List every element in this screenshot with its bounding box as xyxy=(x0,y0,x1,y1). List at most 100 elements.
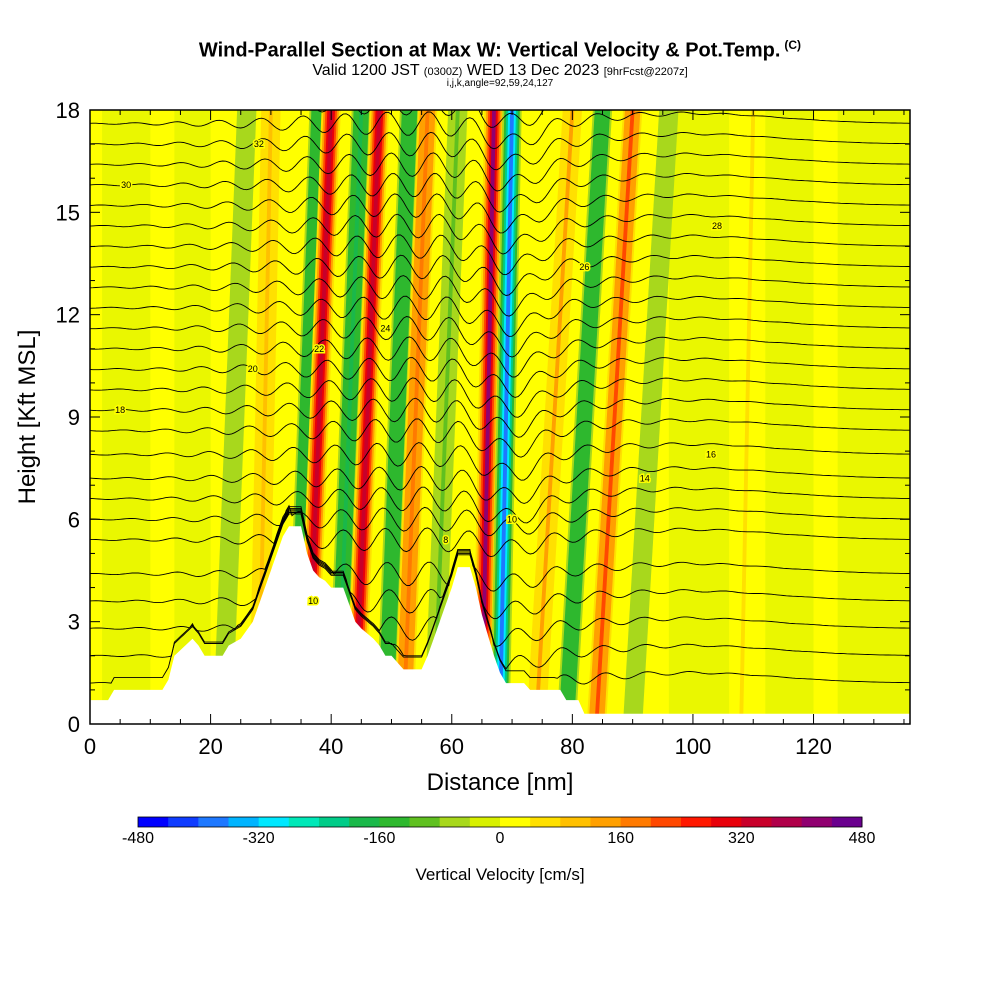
theta-contour-4 xyxy=(90,507,910,592)
forecast-info: [9hrFcst@2207z] xyxy=(603,66,688,78)
colorbar-frame xyxy=(137,816,863,828)
y-tick-label: 0 xyxy=(68,712,80,737)
colorbar-swatch-11 xyxy=(469,817,501,827)
colorbar-swatch-16 xyxy=(620,817,652,827)
y-tick-label: 9 xyxy=(68,405,80,430)
bg-column-2 xyxy=(668,110,730,724)
colorbar-tick-label: 320 xyxy=(728,830,755,847)
colorbar-tick-label: 480 xyxy=(849,830,876,847)
colorbar-swatch-23 xyxy=(831,817,863,827)
colorbar-swatch-1 xyxy=(168,817,199,827)
theta-label-26: 34 xyxy=(386,98,396,108)
colorbar-swatch-8 xyxy=(379,817,410,827)
theta-contour-22 xyxy=(90,173,910,213)
velocity-band-12-4 xyxy=(630,110,671,724)
theta-contour-26 xyxy=(279,110,544,128)
theta-contour-12 xyxy=(90,377,910,418)
theta-contour-0 xyxy=(90,513,910,685)
theta-contour-20 xyxy=(90,213,910,255)
x-tick-label: 0 xyxy=(84,734,96,759)
bg-column-3 xyxy=(765,110,814,724)
theta-label-20: 28 xyxy=(712,221,722,231)
colorbar-swatch-21 xyxy=(771,817,803,827)
colorbar-swatch-15 xyxy=(590,817,622,827)
theta-contour-21 xyxy=(90,193,910,234)
theta-contour-1 xyxy=(90,512,910,670)
colorbar-swatch-19 xyxy=(711,817,742,827)
copyright-mark: (C) xyxy=(784,38,802,52)
theta-contour-3 xyxy=(90,509,910,620)
theta-label-9: 16 xyxy=(706,450,716,460)
theta-contour-8 xyxy=(90,466,910,504)
contour-labels: 10 8 10 14 16 18 20 22 24 26 28 30 32 34 xyxy=(114,98,724,608)
colorbar-swatch-0 xyxy=(138,817,169,827)
theta-contour-7 xyxy=(90,486,910,524)
velocity-band-9-4 xyxy=(534,110,575,724)
y-tick-label: 15 xyxy=(56,200,80,225)
x-axis-ticks: 0 20 40 60 80 100 120 xyxy=(84,734,832,759)
colorbar-tick-label: -320 xyxy=(243,830,275,847)
chart-title-text: Wind-Parallel Section at Max W: Vertical… xyxy=(198,39,781,62)
colorbar-swatch-13 xyxy=(530,817,561,827)
colorbar-swatch-6 xyxy=(319,817,350,827)
colorbar-swatch-18 xyxy=(681,817,712,827)
theta-label-14: 22 xyxy=(314,344,324,354)
theta-label-18: 26 xyxy=(579,262,589,272)
theta-contour-17 xyxy=(90,275,910,317)
theta-contour-15 xyxy=(90,316,910,358)
theta-contour-9 xyxy=(90,442,910,481)
theta-contour-24 xyxy=(90,131,910,171)
theta-contour-2 xyxy=(90,510,910,647)
x-tick-label: 40 xyxy=(319,734,343,759)
colorbar-tick-label: 160 xyxy=(607,830,634,847)
chart-subtitle: Valid 1200 JST (0300Z) WED 13 Dec 2023 [… xyxy=(0,62,1000,80)
bg-column-4 xyxy=(837,110,910,724)
theta-label-24: 32 xyxy=(254,139,264,149)
theta-contour-6 xyxy=(90,504,910,537)
velocity-band-2-4 xyxy=(335,110,364,724)
x-tick-label: 20 xyxy=(198,734,222,759)
velocity-band-6-4 xyxy=(431,110,460,724)
colorbar-swatch-22 xyxy=(801,817,833,827)
theta-label-11: 18 xyxy=(115,405,125,415)
velocity-band-8-4 xyxy=(498,110,514,724)
bg-column-1 xyxy=(174,110,211,724)
theta-label-15: 24 xyxy=(380,323,390,333)
velocity-band-10-4 xyxy=(564,110,605,724)
theta-label-3: 10 xyxy=(308,596,318,606)
colorbar-swatch-7 xyxy=(349,817,380,827)
velocity-band-13-4 xyxy=(220,110,249,724)
colorbar-swatch-5 xyxy=(288,817,320,827)
theta-label-5: 8 xyxy=(443,535,448,545)
colorbar-tick-label: -480 xyxy=(122,830,154,847)
theta-label-22: 30 xyxy=(121,180,131,190)
x-tick-label: 120 xyxy=(795,734,832,759)
theta-label-13: 20 xyxy=(248,364,258,374)
theta-contours xyxy=(90,110,910,685)
colorbar-swatch-17 xyxy=(650,817,682,827)
theta-contour-13 xyxy=(90,357,910,398)
bg-column-0 xyxy=(102,110,151,724)
valid-utc: (0300Z) xyxy=(423,66,463,78)
y-axis-ticks: 0 3 6 9 12 15 18 xyxy=(56,98,80,737)
velocity-band-5-4 xyxy=(401,110,430,724)
y-tick-label: 6 xyxy=(68,507,80,532)
velocity-band-11-4 xyxy=(594,110,635,724)
colorbar-swatch-4 xyxy=(258,817,290,827)
theta-contour-11 xyxy=(90,397,910,438)
colorbar-swatch-20 xyxy=(741,817,772,827)
colorbar-tick-label: 0 xyxy=(496,830,505,847)
colorbar-swatch-9 xyxy=(409,817,441,827)
colorbar-swatch-10 xyxy=(439,817,471,827)
grid-indices: i,j,k,angle=92,59,24,127 xyxy=(446,78,554,89)
velocity-band-3-4 xyxy=(353,110,382,724)
colorbar-tick-label: -160 xyxy=(363,830,395,847)
colorbar-swatch-3 xyxy=(228,817,260,827)
colorbar xyxy=(137,816,863,828)
colorbar-ticks: -480 -320 -160 0 160 320 480 xyxy=(122,830,875,847)
y-tick-label: 3 xyxy=(68,610,80,635)
y-tick-label: 12 xyxy=(56,303,80,328)
terrain xyxy=(90,526,910,724)
x-axis-label: Distance [nm] xyxy=(427,769,574,796)
